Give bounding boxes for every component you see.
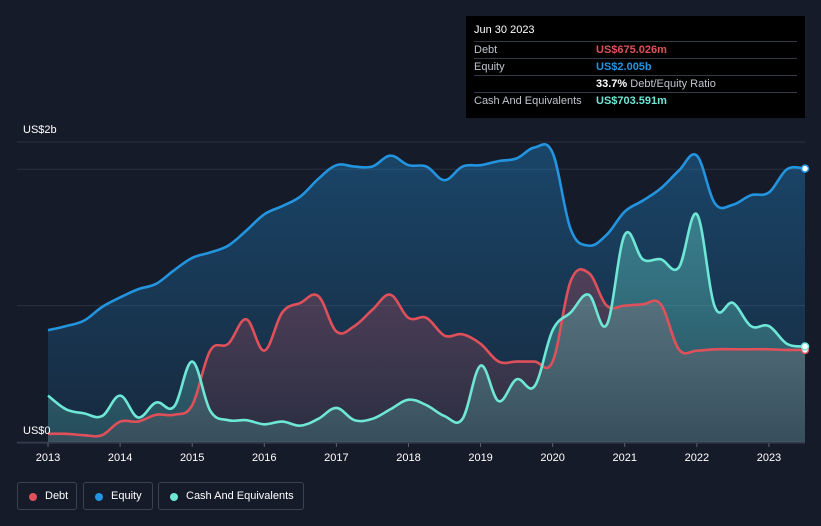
tooltip-row-equity: Equity US$2.005b <box>474 58 797 76</box>
cash-end-marker <box>800 342 810 351</box>
x-tick-label: 2018 <box>396 452 420 464</box>
legend-label-equity: Equity <box>111 490 142 502</box>
debt-line <box>47 268 806 438</box>
tooltip-equity-label: Equity <box>474 61 505 73</box>
x-tick-label: 2014 <box>108 452 132 464</box>
tooltip-equity-value: US$2.005b <box>596 61 652 73</box>
end-markers <box>800 164 810 355</box>
tooltip-row-cash: Cash And Equivalents US$703.591m <box>474 92 797 110</box>
x-tick-label: 2020 <box>540 452 564 464</box>
x-tick-label: 2015 <box>180 452 204 464</box>
x-tick-label: 2022 <box>685 452 709 464</box>
x-tick-label: 2016 <box>252 452 276 464</box>
x-axis-ticks: 2013 2014 2015 2016 2017 2018 2019 2020 2021 2022… <box>36 443 781 464</box>
x-tick-label: 2021 <box>613 452 637 464</box>
tooltip-debt-label: Debt <box>474 44 498 56</box>
tooltip-debt-value: US$675.026m <box>596 44 667 56</box>
legend-label-debt: Debt <box>45 490 69 502</box>
cash-dot-icon <box>170 493 178 501</box>
legend-item-debt[interactable]: Debt <box>17 482 77 510</box>
tooltip-panel: Jun 30 2023 Debt US$675.026m Equity US$2… <box>466 16 805 118</box>
equity-end-marker <box>800 164 810 173</box>
equity-line <box>47 142 806 332</box>
tooltip-date: Jun 30 2023 <box>474 24 535 36</box>
tooltip-cash-value: US$703.591m <box>596 95 667 107</box>
legend-item-cash[interactable]: Cash And Equivalents <box>158 482 304 510</box>
x-tick-label: 2019 <box>468 452 492 464</box>
x-tick-label: 2017 <box>324 452 348 464</box>
tooltip-ratio-value: 33.7% <box>596 78 628 90</box>
legend-label-cash: Cash And Equivalents <box>186 490 294 502</box>
tooltip-row-debt: Debt US$675.026m <box>474 41 797 59</box>
x-tick-label: 2023 <box>757 452 781 464</box>
debt-dot-icon <box>29 493 37 501</box>
y-axis-bottom-label: US$0 <box>23 425 51 437</box>
y-axis-top-label: US$2b <box>23 124 57 136</box>
cash-line <box>47 212 806 427</box>
equity-dot-icon <box>95 493 103 501</box>
x-tick-label: 2013 <box>36 452 60 464</box>
tooltip-cash-label: Cash And Equivalents <box>474 95 582 107</box>
tooltip-row-ratio: 33.7% Debt/Equity Ratio <box>474 75 797 93</box>
series-areas <box>48 144 805 443</box>
series-lines <box>47 142 806 438</box>
tooltip-ratio: 33.7% Debt/Equity Ratio <box>596 78 716 90</box>
legend-item-equity[interactable]: Equity <box>83 482 153 510</box>
tooltip-ratio-label: Debt/Equity Ratio <box>630 78 716 90</box>
cash-area <box>48 213 805 442</box>
